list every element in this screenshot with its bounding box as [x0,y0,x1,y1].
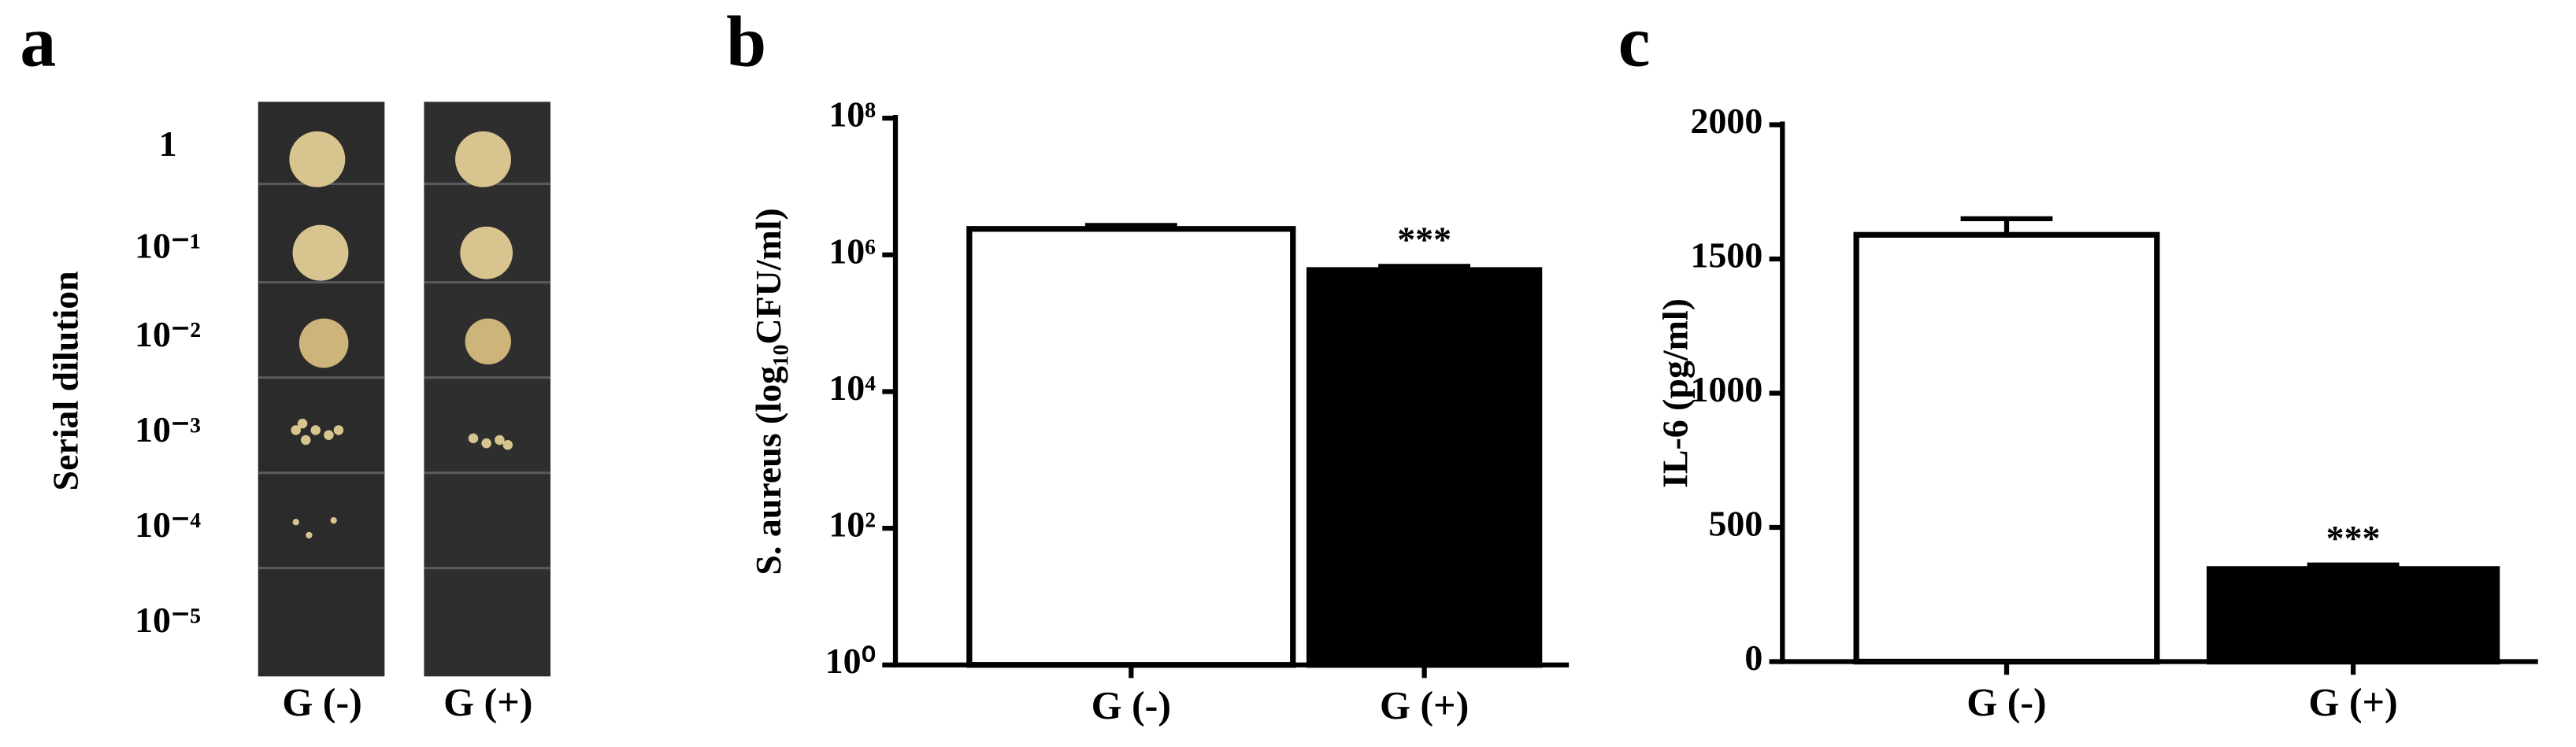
y-tick-label: 2000 [1691,101,1763,141]
bar [1853,231,2160,665]
y-tick-label: 10⁶ [828,231,876,271]
plate-photo [258,102,551,677]
column-label: G (-) [282,679,361,723]
y-tick-label: 0 [1744,638,1762,678]
y-tick-label: 1500 [1691,235,1763,276]
x-tick-label: G (-) [1966,679,2046,723]
column-label: G (+) [443,679,532,723]
panel-letter: b [726,2,766,82]
panel-letter: c [1618,2,1651,82]
annotation: *** [2326,518,2381,558]
bar [2206,566,2500,665]
bar [966,226,1296,668]
y-axis-label: Serial dilution [45,271,85,490]
row-label: 10⁻⁵ [135,600,201,640]
x-tick-label: G (+) [2308,679,2397,723]
x-tick-label: G (-) [1092,683,1171,727]
y-tick-label: 10² [828,505,876,545]
row-label: 10⁻¹ [135,226,201,266]
row-label: 10⁻³ [135,409,201,449]
bar [1306,267,1543,668]
y-tick-label: 1000 [1691,369,1763,409]
y-tick-label: 10⁰ [825,641,876,681]
annotation: *** [1397,220,1451,260]
row-label: 1 [159,124,177,164]
row-label: 10⁻² [135,314,201,354]
y-tick-label: 500 [1708,504,1762,544]
panel-letter: a [20,2,56,82]
row-label: 10⁻⁴ [135,505,201,545]
y-tick-label: 10⁴ [828,368,876,408]
x-tick-label: G (+) [1380,683,1469,727]
y-axis-label: IL-6 (pg/ml) [1655,298,1695,488]
y-axis-label: S. aureus (log₁₀CFU/ml) [748,208,788,575]
y-tick-label: 10⁸ [828,94,876,135]
